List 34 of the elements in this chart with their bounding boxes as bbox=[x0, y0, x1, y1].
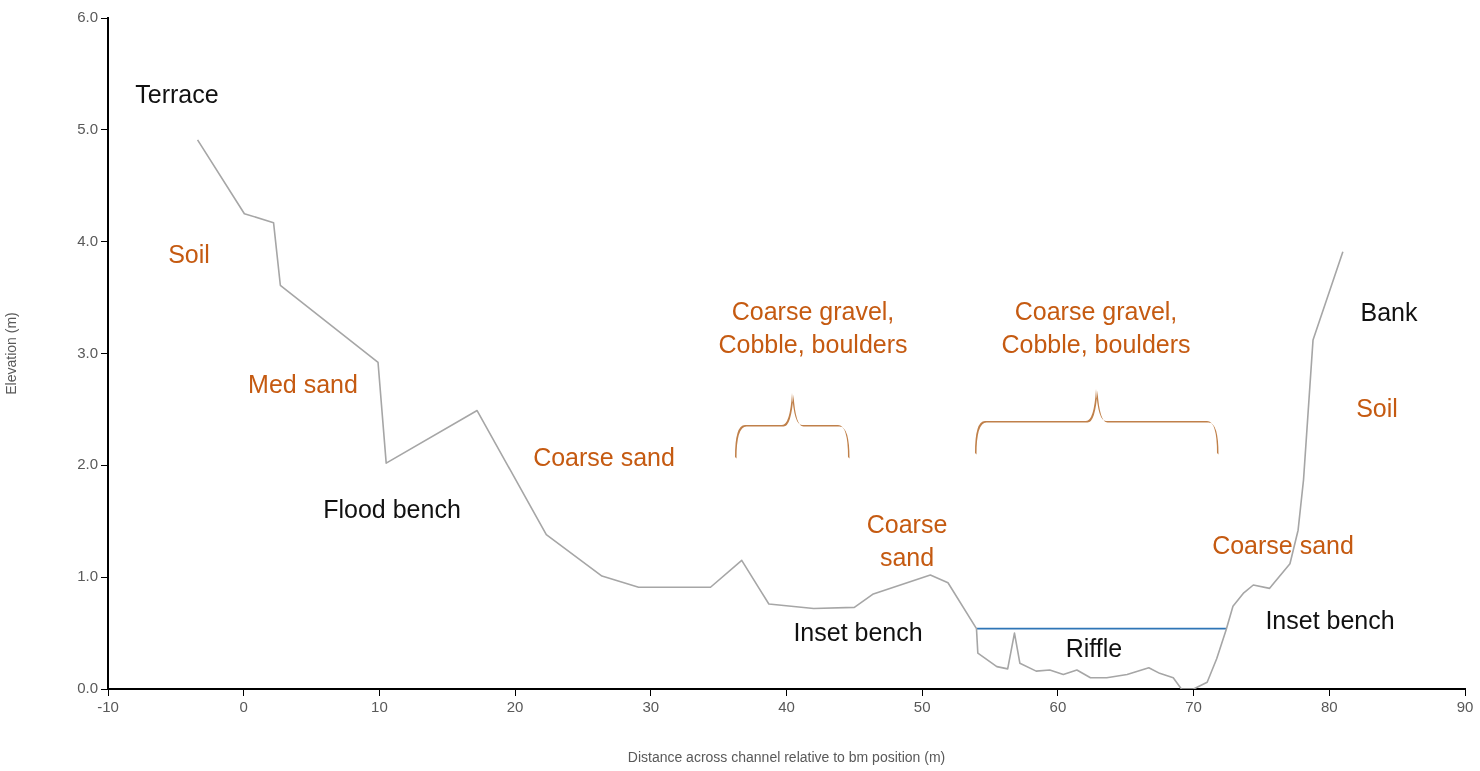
annotation: Coarse gravel, Cobble, boulders bbox=[718, 297, 908, 359]
x-tick-label: 40 bbox=[778, 698, 795, 716]
annotation: Inset bench bbox=[1265, 605, 1395, 634]
annotation: Med sand bbox=[248, 369, 358, 398]
x-axis-title: Distance across channel relative to bm position (m) bbox=[627, 749, 946, 766]
x-tick-label: 0 bbox=[239, 698, 248, 716]
annotation: Coarse sand bbox=[866, 510, 948, 572]
annotation: Soil bbox=[168, 239, 210, 268]
y-tick-label: 3.0 bbox=[77, 343, 98, 361]
y-tick-label: 2.0 bbox=[77, 455, 98, 473]
x-tick-label: 50 bbox=[913, 698, 931, 716]
x-tick-label: -10 bbox=[97, 698, 119, 716]
x-tick-label: 10 bbox=[371, 698, 388, 716]
annotation: Terrace bbox=[135, 79, 219, 108]
y-tick-label: 5.0 bbox=[77, 119, 98, 137]
annotation: Soil bbox=[1356, 393, 1398, 422]
annotation: Coarse sand bbox=[1212, 530, 1354, 559]
x-tick-label: 90 bbox=[1456, 698, 1474, 716]
annotation: Coarse gravel, Cobble, boulders bbox=[1001, 297, 1191, 359]
annotation: Coarse sand bbox=[533, 442, 675, 471]
x-tick-label: 30 bbox=[642, 698, 660, 716]
y-tick-label: 6.0 bbox=[77, 8, 98, 26]
x-tick-label: 70 bbox=[1185, 698, 1202, 716]
x-tick-label: 80 bbox=[1320, 698, 1338, 716]
annotation: Bank bbox=[1360, 297, 1418, 326]
x-tick-label: 20 bbox=[506, 698, 524, 716]
annotation: Flood bench bbox=[323, 494, 461, 523]
y-tick-label: 1.0 bbox=[77, 567, 98, 585]
x-tick-label: 60 bbox=[1049, 698, 1067, 716]
y-tick-label: 4.0 bbox=[77, 231, 98, 249]
annotation: Riffle bbox=[1065, 633, 1123, 662]
annotation: Inset bench bbox=[793, 617, 923, 646]
y-axis-title: Elevation (m) bbox=[3, 312, 20, 395]
y-tick-label: 0.0 bbox=[77, 679, 98, 697]
